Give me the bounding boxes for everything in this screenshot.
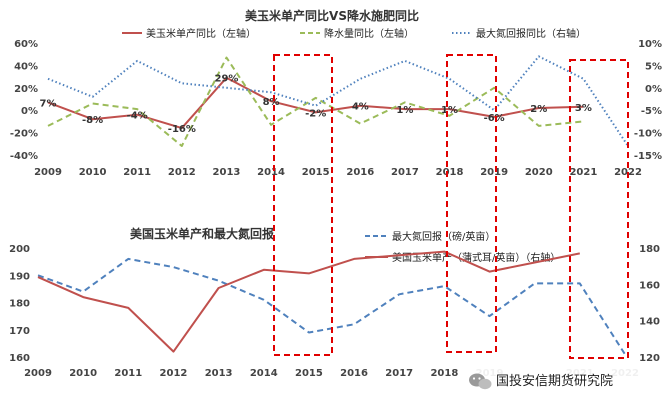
top-right-axis-ticks: 10% 5% 0% -5% -10% -15% — [634, 39, 662, 162]
top-right-tick-label: -5% — [641, 106, 662, 117]
top-data-label: 2% — [530, 104, 547, 115]
top-x-tick-label: 2015 — [302, 167, 330, 178]
watermark-text: 国投安信期货研究院 — [496, 373, 613, 389]
top-x-tick-label: 2014 — [257, 167, 285, 178]
top-data-label: 3% — [575, 103, 592, 114]
bottom-right-tick-label: 140 — [639, 317, 660, 328]
top-right-tick-label: 5% — [645, 61, 662, 72]
top-data-label: -8% — [82, 115, 103, 126]
bottom-left-axis-ticks: 200 190 180 170 160 — [9, 244, 30, 364]
top-left-axis-ticks: 60% 40% 20% 0% -20% -40% — [10, 39, 38, 162]
top-x-tick-label: 2009 — [34, 167, 62, 178]
bottom-x-tick-label: 2012 — [160, 368, 188, 379]
bottom-x-tick-label: 2013 — [205, 368, 233, 379]
bottom-left-tick-label: 170 — [9, 326, 30, 337]
top-data-label: -16% — [168, 124, 196, 135]
top-right-tick-label: 0% — [645, 84, 662, 95]
top-data-label: 29% — [214, 74, 238, 85]
top-legend: 美玉米单产同比（左轴） 降水量同比（左轴） 最大氮回报同比（右轴） — [122, 27, 586, 40]
bottom-chart-title: 美国玉米单产和最大氮回报 — [130, 226, 274, 241]
bottom-left-tick-label: 190 — [9, 271, 30, 282]
top-right-tick-label: -10% — [634, 129, 662, 140]
top-left-tick-label: 40% — [14, 61, 38, 72]
top-data-label: 1% — [441, 105, 458, 116]
top-left-tick-label: -40% — [10, 151, 38, 162]
top-x-tick-label: 2010 — [79, 167, 107, 178]
legend-nitrogen-label: 最大氮回报同比（右轴） — [476, 27, 586, 40]
top-x-tick-label: 2011 — [123, 167, 151, 178]
bottom-x-tick-label: 2014 — [250, 368, 278, 379]
bottom-x-tick-label: 2017 — [385, 368, 413, 379]
top-series-line-2 — [47, 55, 629, 147]
highlight-boxes — [273, 54, 629, 359]
top-x-tick-label: 2021 — [569, 167, 597, 178]
highlight-box-2022 — [569, 59, 629, 359]
highlight-box-2015 — [273, 54, 333, 356]
wechat-icon — [469, 373, 492, 390]
bottom-right-tick-label: 120 — [639, 353, 660, 364]
bottom-right-axis-ticks: 180 160 140 120 — [639, 244, 660, 364]
bottom-x-tick-label: 2016 — [340, 368, 368, 379]
bottom-chart: 美国玉米单产和最大氮回报 最大氮回报（磅/英亩） 美国玉米单产（蒲式耳/英亩）（… — [9, 226, 660, 379]
legend-rain-label: 降水量同比（左轴） — [324, 27, 414, 40]
top-x-tick-label: 2017 — [391, 167, 419, 178]
watermark: 国投安信期货研究院 — [466, 368, 662, 392]
bottom-x-tick-label: 2018 — [430, 368, 458, 379]
bottom-left-tick-label: 200 — [9, 244, 30, 255]
bottom-left-tick-label: 180 — [9, 299, 30, 310]
top-left-tick-label: -20% — [10, 129, 38, 140]
bottom-right-tick-label: 180 — [639, 244, 660, 255]
top-series-line-0 — [47, 76, 584, 130]
top-left-tick-label: 0% — [21, 106, 38, 117]
bottom-right-tick-label: 160 — [639, 280, 660, 291]
bottom-series-line-1 — [37, 250, 580, 353]
top-data-label: -6% — [484, 113, 505, 124]
bottom-left-tick-label: 160 — [9, 353, 30, 364]
bottom-x-tick-label: 2015 — [295, 368, 323, 379]
top-left-tick-label: 20% — [14, 84, 38, 95]
highlight-box-2019 — [446, 54, 497, 353]
legend-nitrogen-return-label: 最大氮回报（磅/英亩） — [392, 230, 495, 243]
bottom-legend: 最大氮回报（磅/英亩） 美国玉米单产（蒲式耳/英亩）（右轴） — [365, 230, 560, 264]
top-data-label: 7% — [40, 98, 57, 109]
watermark-background — [466, 368, 662, 392]
top-x-tick-label: 2016 — [346, 167, 374, 178]
top-data-label: 8% — [263, 97, 280, 108]
top-data-label: -4% — [127, 111, 148, 122]
top-chart-title: 美玉米单产同比VS降水施肥同比 — [245, 8, 419, 23]
top-chart: 美玉米单产同比VS降水施肥同比 美玉米单产同比（左轴） 降水量同比（左轴） 最大… — [10, 8, 662, 178]
bottom-x-tick-label: 2010 — [69, 368, 97, 379]
legend-us-yield-label: 美国玉米单产（蒲式耳/英亩）（右轴） — [392, 251, 560, 264]
top-x-tick-label: 2020 — [525, 167, 553, 178]
top-x-axis-ticks: 2009 2010 2011 2012 2013 2014 2015 2016 2017 2018… — [34, 167, 642, 178]
top-right-tick-label: 10% — [638, 39, 662, 50]
top-x-tick-label: 2019 — [480, 167, 508, 178]
top-series-line-1 — [47, 56, 584, 147]
top-data-labels: 7% -8% -4% -16% 29% 8% -2% 4% 1% 1% -6% 2% 3% — [40, 74, 592, 135]
legend-yield-label: 美玉米单产同比（左轴） — [146, 27, 256, 40]
bottom-x-tick-label: 2011 — [114, 368, 142, 379]
top-data-label: 1% — [396, 105, 413, 116]
top-x-tick-label: 2018 — [436, 167, 464, 178]
top-right-tick-label: -15% — [634, 151, 662, 162]
top-x-tick-label: 2013 — [213, 167, 241, 178]
top-data-label: -2% — [305, 108, 326, 119]
top-left-tick-label: 60% — [14, 39, 38, 50]
top-data-label: 4% — [352, 102, 369, 113]
top-x-tick-label: 2012 — [168, 167, 196, 178]
top-series-lines — [47, 55, 629, 147]
bottom-x-tick-label: 2009 — [24, 368, 52, 379]
